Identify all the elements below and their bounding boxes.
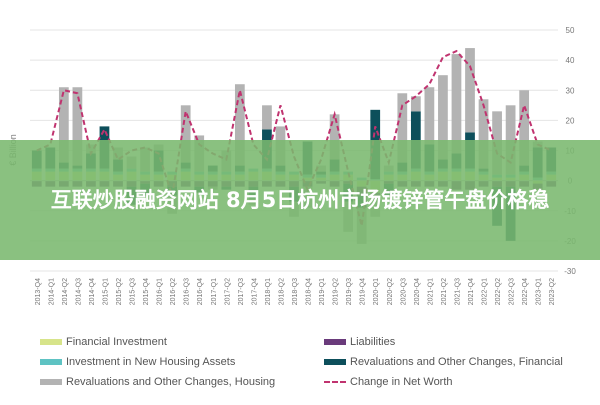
legend: Financial Investment Liabilities Investm… xyxy=(40,336,600,396)
x-tick-label: 2019-Q4 xyxy=(360,278,367,305)
legend-item-revaluations-housing: Revaluations and Other Changes, Housing xyxy=(40,376,275,388)
legend-swatch-revaluations-housing xyxy=(40,379,62,385)
legend-label: Investment in New Housing Assets xyxy=(66,356,236,368)
y-tick-label: -30 xyxy=(564,267,576,276)
x-tick-label: 2018-Q4 xyxy=(306,278,313,305)
legend-item-revaluations-financial: Revaluations and Other Changes, Financia… xyxy=(324,356,563,368)
x-tick-label: 2014-Q1 xyxy=(48,278,55,305)
x-tick-label: 2022-Q2 xyxy=(495,278,502,305)
bar-segment xyxy=(72,87,83,166)
x-tick-label: 2022-Q3 xyxy=(509,278,516,305)
y-tick-label: 50 xyxy=(566,26,575,35)
bar-segment xyxy=(410,96,421,112)
x-tick-label: 2018-Q3 xyxy=(292,278,299,305)
x-tick-label: 2018-Q2 xyxy=(278,278,285,305)
legend-swatch-liabilities xyxy=(324,339,346,345)
x-tick-label: 2016-Q4 xyxy=(197,278,204,305)
x-tick-label: 2022-Q1 xyxy=(482,278,489,305)
x-tick-label: 2023-Q2 xyxy=(549,278,556,305)
bar-segment xyxy=(410,111,421,169)
x-tick-label: 2014-Q4 xyxy=(89,278,96,305)
legend-label: Revaluations and Other Changes, Financia… xyxy=(350,356,563,368)
bar-segment xyxy=(58,87,69,163)
x-tick-label: 2017-Q2 xyxy=(224,278,231,305)
legend-label: Change in Net Worth xyxy=(350,376,453,388)
x-tick-label: 2015-Q3 xyxy=(130,278,137,305)
x-tick-label: 2016-Q2 xyxy=(170,278,177,305)
x-tick-label: 2022-Q4 xyxy=(522,278,529,305)
bar-segment xyxy=(262,105,272,130)
x-tick-label: 2013-Q4 xyxy=(35,278,42,305)
legend-item-liabilities: Liabilities xyxy=(324,336,395,348)
x-tick-label: 2015-Q1 xyxy=(102,278,109,305)
bar-segment xyxy=(234,84,245,166)
legend-item-change-net-worth: Change in Net Worth xyxy=(324,376,453,388)
bar-segment xyxy=(465,48,475,133)
bar-segment xyxy=(424,87,435,145)
bar-segment xyxy=(505,105,516,175)
legend-label: Liabilities xyxy=(350,336,396,348)
bar-segment xyxy=(180,105,191,163)
y-tick-label: 40 xyxy=(566,56,575,65)
legend-label: Revaluations and Other Changes, Housing xyxy=(66,376,276,388)
x-tick-label: 2018-Q1 xyxy=(265,278,272,305)
bar-segment xyxy=(329,114,340,160)
x-tick-label: 2016-Q1 xyxy=(157,278,164,305)
x-tick-label: 2021-Q3 xyxy=(454,278,461,305)
x-tick-label: 2019-Q2 xyxy=(333,278,340,305)
legend-item-financial-investment: Financial Investment xyxy=(40,336,167,348)
x-tick-label: 2014-Q2 xyxy=(62,278,69,305)
x-tick-label: 2015-Q2 xyxy=(116,278,123,305)
x-tick-label: 2015-Q4 xyxy=(143,278,150,305)
bar-segment xyxy=(397,93,408,163)
y-tick-label: 30 xyxy=(566,86,575,95)
headline-banner: 互联炒股融资网站 8月5日杭州市场镀锌管午盘价格稳 xyxy=(0,140,600,260)
legend-swatch-financial-investment xyxy=(40,339,62,345)
x-tick-label: 2016-Q3 xyxy=(184,278,191,305)
bar-segment xyxy=(478,99,489,169)
x-tick-label: 2021-Q4 xyxy=(468,278,475,305)
x-tick-label: 2023-Q1 xyxy=(536,278,543,305)
x-tick-label: 2021-Q2 xyxy=(441,278,448,305)
x-tick-label: 2020-Q1 xyxy=(373,278,380,305)
legend-swatch-revaluations-financial xyxy=(324,359,346,365)
x-tick-label: 2014-Q3 xyxy=(75,278,82,305)
x-tick-label: 2020-Q3 xyxy=(400,278,407,305)
bar-segment xyxy=(451,54,462,154)
x-tick-label: 2017-Q4 xyxy=(251,278,258,305)
y-tick-label: 20 xyxy=(566,116,575,125)
legend-swatch-investment-housing xyxy=(40,359,62,365)
x-tick-label: 2019-Q3 xyxy=(346,278,353,305)
x-tick-label: 2017-Q3 xyxy=(238,278,245,305)
x-tick-label: 2020-Q4 xyxy=(414,278,421,305)
x-tick-label: 2020-Q2 xyxy=(387,278,394,305)
bar-segment xyxy=(519,90,530,166)
legend-item-investment-housing: Investment in New Housing Assets xyxy=(40,356,235,368)
bar-segment xyxy=(438,75,448,160)
x-tick-label: 2019-Q1 xyxy=(319,278,326,305)
legend-dash-change-net-worth xyxy=(324,381,346,383)
headline-text: 互联炒股融资网站 8月5日杭州市场镀锌管午盘价格稳 xyxy=(50,187,550,212)
legend-label: Financial Investment xyxy=(66,336,167,348)
x-tick-label: 2017-Q1 xyxy=(211,278,218,305)
x-tick-label: 2021-Q1 xyxy=(427,278,434,305)
